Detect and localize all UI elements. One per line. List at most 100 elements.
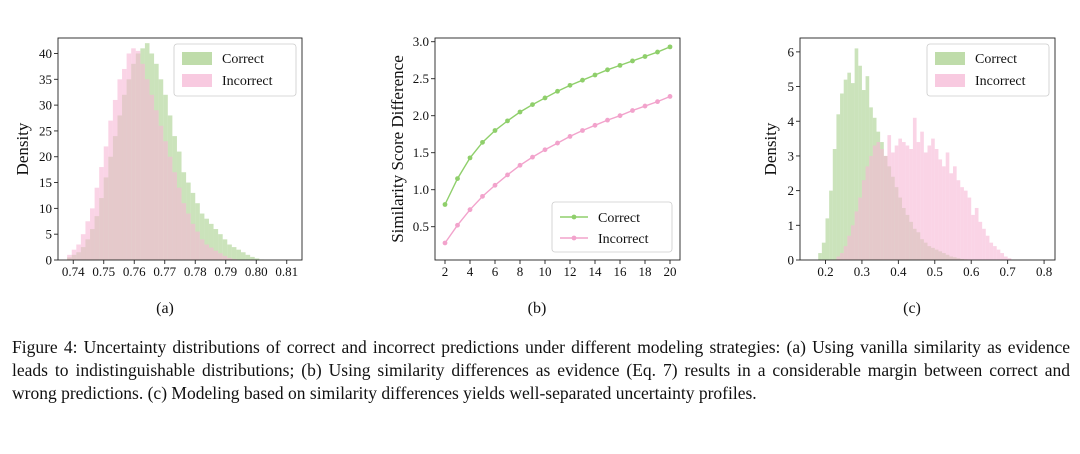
y-tick-label: 3.0: [413, 34, 429, 49]
incorrect-point: [442, 240, 448, 246]
incorrect-bar: [916, 142, 921, 260]
incorrect-bar: [67, 254, 72, 260]
x-tick-label: 0.5: [927, 264, 943, 279]
incorrect-bar: [135, 50, 141, 260]
incorrect-bar: [840, 253, 844, 260]
incorrect-bar: [963, 190, 968, 260]
incorrect-bar: [843, 246, 848, 260]
incorrect-bar: [231, 258, 237, 260]
x-tick-label: 0.80: [245, 264, 268, 279]
incorrect-bar: [126, 53, 132, 260]
correct-bar: [858, 65, 862, 260]
x-tick-label: 0.81: [275, 264, 298, 279]
correct-point: [517, 109, 523, 115]
x-tick-label: 0.75: [92, 264, 115, 279]
series-incorrect: [442, 94, 673, 246]
correct-bar: [245, 254, 251, 260]
incorrect-bar: [85, 221, 91, 260]
x-tick-label: 20: [664, 264, 677, 279]
incorrect-bar: [71, 249, 77, 260]
incorrect-bar: [195, 231, 200, 260]
x-tick-label: 4: [467, 264, 474, 279]
panel-label: (b): [528, 300, 547, 317]
correct-point: [530, 102, 535, 107]
x-tick-label: 0.74: [62, 264, 85, 279]
legend-swatch-incorrect: [935, 74, 965, 87]
incorrect-point: [555, 140, 560, 146]
incorrect-bar: [181, 203, 187, 260]
y-tick-label: 2.0: [413, 108, 429, 123]
correct-bar: [854, 48, 859, 260]
incorrect-bar: [891, 152, 895, 260]
incorrect-bar: [971, 214, 975, 260]
correct-point: [605, 67, 610, 73]
y-tick-label: 4: [788, 114, 795, 129]
correct-point: [480, 139, 485, 145]
y-tick-label: 30: [39, 98, 52, 113]
y-tick-label: 2.5: [413, 71, 429, 86]
correct-point: [592, 72, 598, 78]
x-tick-label: 8: [517, 264, 524, 279]
legend-marker-correct: [571, 214, 577, 220]
incorrect-bar: [909, 149, 913, 260]
incorrect-bar: [953, 166, 957, 260]
incorrect-bar: [154, 110, 159, 260]
x-tick-label: 0.3: [854, 264, 870, 279]
incorrect-point: [592, 122, 598, 128]
correct-bar: [818, 253, 822, 260]
incorrect-bar: [858, 197, 862, 260]
incorrect-point: [567, 134, 573, 139]
incorrect-bar: [1004, 256, 1008, 260]
correct-bar: [825, 218, 830, 260]
y-tick-label: 5: [46, 227, 53, 242]
correct-point: [617, 62, 623, 68]
correct-point: [580, 77, 585, 83]
incorrect-bar: [99, 167, 104, 260]
incorrect-bar: [1000, 253, 1004, 260]
incorrect-bar: [117, 79, 123, 260]
correct-bar: [861, 90, 866, 260]
legend-label-correct: Correct: [222, 52, 264, 67]
incorrect-bar: [883, 155, 888, 260]
legend-swatch-incorrect: [182, 74, 212, 87]
plot-frame: [434, 37, 681, 261]
incorrect-bar: [938, 159, 943, 260]
incorrect-bar: [172, 172, 177, 260]
plot-frame: [57, 37, 303, 261]
series-incorrect: [836, 117, 1012, 260]
incorrect-bar: [905, 145, 910, 260]
correct-point: [555, 88, 560, 94]
incorrect-bar: [204, 244, 209, 260]
chart-panel-3: 0.2 0.3 0.4 0.5 0.6 0.7 0.8 0 1 2 3 4 5 6 Density (c) Co…: [761, 37, 1056, 317]
plot-frame: [799, 37, 1056, 261]
y-axis-label: Density: [761, 122, 780, 175]
incorrect-point: [630, 108, 635, 113]
incorrect-bar: [222, 255, 228, 260]
incorrect-bar: [876, 142, 881, 260]
x-tick-label: 0.4: [890, 264, 907, 279]
incorrect-bar: [880, 149, 884, 260]
incorrect-bar: [103, 146, 109, 260]
incorrect-bar: [1007, 258, 1012, 260]
incorrect-bar: [112, 99, 118, 260]
legend-box: [551, 201, 673, 253]
incorrect-bar: [923, 152, 928, 260]
x-tick-label: 14: [589, 264, 603, 279]
chart-panel-1: 0.74 0.75 0.76 0.77 0.78 0.79 0.80 0.81 0 5 10 15 20…: [13, 37, 303, 317]
correct-bar: [254, 258, 260, 260]
x-tick-label: 16: [614, 264, 628, 279]
correct-point: [667, 44, 673, 50]
incorrect-bar: [218, 253, 223, 260]
correct-point: [642, 54, 648, 59]
correct-bar: [241, 252, 246, 260]
legend-marker-incorrect: [571, 235, 577, 241]
correct-point: [505, 118, 510, 124]
incorrect-bar: [989, 242, 994, 260]
x-tick-label: 0.77: [153, 264, 176, 279]
incorrect-bar: [144, 79, 150, 260]
correct-point: [442, 202, 448, 207]
y-tick-label: 2: [788, 183, 795, 198]
y-tick-label: 15: [39, 175, 52, 190]
y-tick-label: 1.0: [413, 182, 429, 197]
panel-label: (a): [156, 300, 174, 317]
